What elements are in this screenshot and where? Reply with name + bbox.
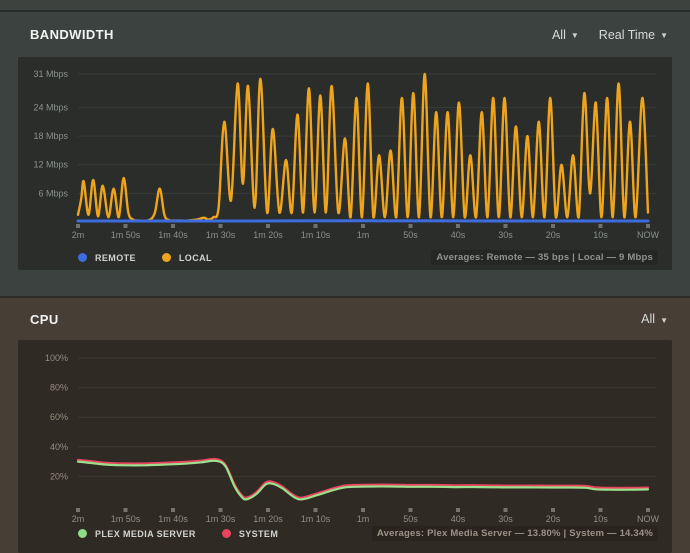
- svg-text:2m: 2m: [72, 514, 85, 524]
- svg-text:1m 10s: 1m 10s: [301, 230, 331, 240]
- plex-legend-dot-icon: [78, 529, 87, 538]
- legend-label: REMOTE: [95, 252, 136, 263]
- cpu-panel: CPU All ▼ 100% 80% 60% 40% 20% 2m 1m 50s 1m 40s…: [0, 298, 690, 553]
- panel-divider: [0, 296, 690, 298]
- svg-text:1m 20s: 1m 20s: [253, 230, 283, 240]
- svg-text:30s: 30s: [498, 230, 513, 240]
- svg-text:NOW: NOW: [637, 514, 660, 524]
- svg-text:40%: 40%: [50, 442, 68, 452]
- svg-text:31 Mbps: 31 Mbps: [33, 69, 68, 79]
- local-legend-dot-icon: [161, 253, 171, 262]
- bandwidth-panel: BANDWIDTH All ▼ Real Time ▼ 31 Mbps 24 Mb…: [0, 12, 690, 296]
- svg-text:50s: 50s: [403, 230, 418, 240]
- svg-text:24 Mbps: 24 Mbps: [33, 102, 68, 112]
- remote-legend-dot-icon: [78, 253, 87, 262]
- bandwidth-title: BANDWIDTH: [30, 27, 114, 42]
- svg-text:60%: 60%: [50, 412, 68, 422]
- svg-text:12 Mbps: 12 Mbps: [33, 160, 68, 170]
- chevron-down-icon: ▼: [660, 315, 668, 325]
- svg-text:1m 30s: 1m 30s: [206, 230, 236, 240]
- cpu-chart[interactable]: 100% 80% 60% 40% 20% 2m 1m 50s 1m 40s 1m 30s 1m 2…: [18, 340, 672, 553]
- bandwidth-filter-source-dropdown[interactable]: All ▼: [552, 28, 579, 42]
- svg-text:1m: 1m: [357, 230, 370, 240]
- bandwidth-averages-text: Averages: Remote — 35 bps | Local — 9 Mb…: [431, 250, 658, 265]
- system-legend-dot-icon: [221, 529, 231, 538]
- legend-item-system: SYSTEM: [221, 528, 279, 539]
- legend-item-local: LOCAL: [161, 252, 212, 263]
- svg-text:2m: 2m: [72, 230, 85, 240]
- svg-text:1m 40s: 1m 40s: [158, 230, 188, 240]
- panel-divider: [0, 10, 690, 12]
- legend-label: PLEX MEDIA SERVER: [95, 528, 196, 539]
- svg-text:10s: 10s: [593, 230, 608, 240]
- svg-text:18 Mbps: 18 Mbps: [33, 131, 68, 141]
- svg-text:6 Mbps: 6 Mbps: [38, 188, 68, 198]
- chevron-down-icon: ▼: [570, 31, 579, 40]
- svg-text:80%: 80%: [50, 383, 68, 393]
- dropdown-label: All: [551, 27, 566, 42]
- svg-text:40s: 40s: [451, 514, 466, 524]
- legend-label: SYSTEM: [238, 528, 279, 539]
- svg-text:20s: 20s: [546, 230, 561, 240]
- svg-text:1m: 1m: [357, 514, 370, 524]
- dropdown-label: All: [641, 312, 656, 326]
- svg-text:40s: 40s: [451, 230, 466, 240]
- dropdown-label: Real Time: [598, 27, 656, 42]
- svg-text:50s: 50s: [403, 514, 418, 524]
- bandwidth-chart-canvas[interactable]: 31 Mbps 24 Mbps 18 Mbps 12 Mbps 6 Mbps 2m 1m 5…: [18, 57, 672, 270]
- svg-text:30s: 30s: [498, 514, 513, 524]
- legend-item-plex-media-server: PLEX MEDIA SERVER: [78, 529, 196, 539]
- svg-text:1m 10s: 1m 10s: [301, 514, 331, 524]
- bandwidth-filter-timeframe-dropdown[interactable]: Real Time ▼: [599, 28, 668, 42]
- cpu-title: CPU: [30, 311, 59, 327]
- svg-text:1m 50s: 1m 50s: [111, 514, 141, 524]
- bandwidth-legend-row: REMOTE LOCAL Averages: Remote — 35 bps |…: [78, 250, 658, 265]
- svg-text:10s: 10s: [593, 514, 608, 524]
- cpu-chart-canvas[interactable]: 100% 80% 60% 40% 20% 2m 1m 50s 1m 40s 1m 30s 1m 2…: [18, 340, 672, 553]
- bandwidth-chart[interactable]: 31 Mbps 24 Mbps 18 Mbps 12 Mbps 6 Mbps 2m 1m 5…: [18, 57, 672, 270]
- svg-text:100%: 100%: [45, 353, 68, 363]
- svg-text:1m 50s: 1m 50s: [111, 230, 141, 240]
- legend-item-remote: REMOTE: [78, 253, 136, 263]
- cpu-panel-header: CPU All ▼: [0, 298, 690, 340]
- cpu-filters: All ▼: [641, 312, 668, 326]
- svg-text:20s: 20s: [546, 514, 561, 524]
- cpu-legend-row: PLEX MEDIA SERVER SYSTEM Averages: Plex …: [78, 526, 658, 541]
- bandwidth-panel-header: BANDWIDTH All ▼ Real Time ▼: [0, 12, 690, 57]
- svg-text:1m 30s: 1m 30s: [206, 514, 236, 524]
- legend-label: LOCAL: [178, 252, 212, 263]
- cpu-filter-source-dropdown[interactable]: All ▼: [641, 312, 668, 326]
- previous-panel-edge: [0, 0, 690, 10]
- svg-text:1m 40s: 1m 40s: [158, 514, 188, 524]
- bandwidth-filters: All ▼ Real Time ▼: [552, 28, 668, 42]
- svg-text:1m 20s: 1m 20s: [253, 514, 283, 524]
- cpu-averages-text: Averages: Plex Media Server — 13.80% | S…: [371, 526, 658, 541]
- svg-text:NOW: NOW: [637, 230, 660, 240]
- chevron-down-icon: ▼: [660, 31, 668, 40]
- svg-text:20%: 20%: [50, 471, 68, 481]
